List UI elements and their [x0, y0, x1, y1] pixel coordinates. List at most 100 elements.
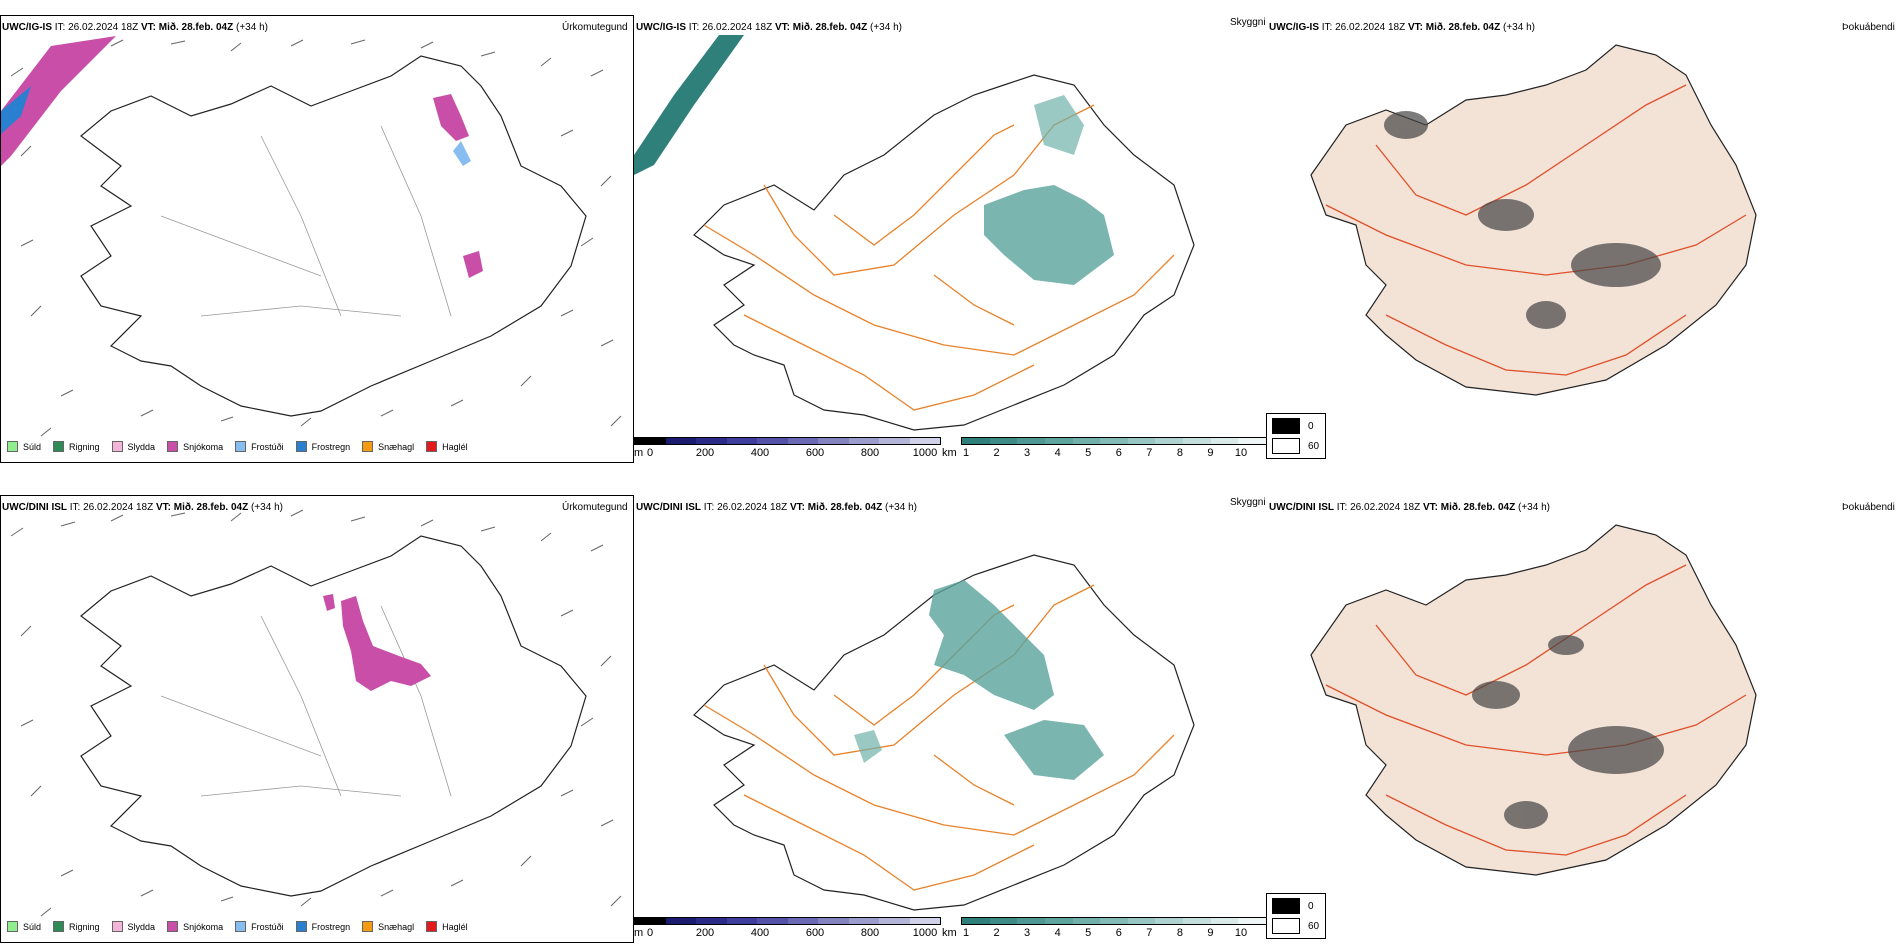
scale-tick-label: 10 — [1234, 447, 1248, 459]
scale-tick-label: 600 — [805, 447, 825, 459]
title-visibility-row2: Skyggni — [1230, 497, 1266, 508]
scale-km-unit-row2: km — [942, 927, 957, 939]
scale-swatch — [1017, 438, 1045, 444]
scale-swatch — [1210, 438, 1239, 444]
legend-label: Frostregn — [311, 441, 351, 452]
scale-swatch — [848, 918, 879, 924]
scale-tick-label: 9 — [1207, 447, 1214, 459]
scale-swatch — [1072, 918, 1101, 924]
legend-swatch — [426, 921, 438, 932]
scale-swatch — [818, 918, 849, 924]
fog-map-row1 — [1310, 44, 1757, 396]
legend-swatch — [53, 441, 65, 452]
header-fog-row1: UWC/IG-IS IT: 26.02.2024 18Z VT: Mið. 28… — [1269, 22, 1535, 33]
legend-item: Frostúði — [235, 441, 284, 452]
scale-swatch — [989, 438, 1018, 444]
scale-km-bar-row2 — [961, 917, 1267, 925]
precip-map-row2 — [10, 509, 622, 917]
fog-map-row2 — [1310, 524, 1757, 876]
visibility-map-row1 — [634, 35, 1195, 431]
scale-swatch — [848, 438, 879, 444]
legend-swatch — [295, 921, 307, 932]
legend-item: Slydda — [111, 441, 155, 452]
legend-swatch — [235, 441, 247, 452]
scale-tick-label: 200 — [695, 447, 715, 459]
legend-label: Slydda — [127, 921, 156, 932]
scale-tick-label: 0 — [646, 927, 654, 939]
scale-tick-label: 7 — [1146, 927, 1153, 939]
iceland-land — [1310, 524, 1757, 876]
scale-swatch — [879, 918, 910, 924]
scale-m-unit-row1: m — [634, 447, 644, 459]
legend-label: Súld — [23, 921, 42, 932]
scale-tick-label: 2 — [993, 447, 1000, 459]
scale-tick-label: 2 — [993, 927, 1000, 939]
scale-swatch — [1183, 438, 1211, 444]
legend-swatch — [167, 921, 179, 932]
snow-area-east — [463, 251, 483, 278]
scale-swatch — [989, 918, 1018, 924]
scale-swatch — [635, 438, 666, 444]
scale-swatch — [665, 438, 696, 444]
scale-tick-label: 1 — [962, 447, 970, 459]
scale-swatch — [757, 918, 788, 924]
legend-item: Súld — [7, 441, 41, 452]
legend-swatch — [53, 921, 65, 932]
fog-legend-row1: 0 60 — [1266, 413, 1326, 459]
scale-tick-label: 1000 — [912, 447, 938, 459]
scale-swatch — [1183, 918, 1211, 924]
scale-swatch — [1044, 438, 1073, 444]
title-precip-row1: Úrkomutegund — [562, 22, 628, 33]
scale-m-bar-row2 — [634, 917, 941, 925]
header-fog-row2: UWC/DINI ISL IT: 26.02.2024 18Z VT: Mið.… — [1269, 502, 1550, 513]
iceland-outline — [80, 55, 587, 417]
scale-tick-label: 6 — [1115, 927, 1122, 939]
legend-swatch — [362, 441, 374, 452]
precip-panel-row2: Súld Rigning Slydda Snjókoma Frostúði Frostre… — [0, 495, 634, 943]
scale-swatch — [696, 438, 727, 444]
legend-swatch — [167, 441, 179, 452]
scale-swatch — [879, 438, 910, 444]
iceland-outline — [80, 535, 587, 897]
scale-tick-label: 0 — [646, 447, 654, 459]
scale-swatch — [1100, 918, 1128, 924]
scale-swatch — [635, 918, 666, 924]
snow-area-center — [341, 596, 431, 691]
title-fog-row1: Þokuábendi — [1842, 22, 1895, 33]
scale-swatch — [1238, 438, 1267, 444]
legend-label: Snjókoma — [183, 441, 224, 452]
title-precip-row2: Úrkomutegund — [562, 502, 628, 513]
scale-tick-label: 5 — [1085, 447, 1092, 459]
scale-swatch — [818, 438, 849, 444]
legend-item: Snæhagl — [362, 441, 414, 452]
scale-tick-label: 800 — [860, 927, 880, 939]
scale-tick-label: 10 — [1234, 927, 1248, 939]
scale-swatch — [1127, 438, 1156, 444]
scale-tick-label: 4 — [1054, 927, 1061, 939]
scale-swatch — [1210, 918, 1239, 924]
legend-label: Snæhagl — [378, 441, 415, 452]
legend-item: Haglél — [426, 441, 468, 452]
scale-swatch — [726, 438, 757, 444]
visibility-panel-row2: UWC/DINI ISL IT: 26.02.2024 18Z VT: Mið.… — [634, 495, 1266, 943]
legend-label: Snæhagl — [378, 921, 415, 932]
legend-label: Frostúði — [251, 441, 284, 452]
legend-label: Snjókoma — [183, 921, 224, 932]
legend-swatch — [7, 921, 18, 932]
scale-swatch — [1127, 918, 1156, 924]
scale-tick-label: 8 — [1176, 447, 1183, 459]
legend-swatch — [111, 921, 123, 932]
fog-panel-row1: Þokuábendi — [1266, 15, 1900, 463]
snow-area-ne — [433, 94, 469, 141]
fog-panel-row2: Þokuábendi — [1266, 495, 1900, 943]
scale-tick-label: 7 — [1146, 447, 1153, 459]
scale-swatch — [665, 918, 696, 924]
scale-swatch — [1100, 438, 1128, 444]
scale-swatch — [787, 438, 818, 444]
scale-tick-label: 3 — [1024, 447, 1031, 459]
legend-label: Haglél — [442, 441, 468, 452]
scale-swatch — [757, 438, 788, 444]
legend-item: Snjókoma — [167, 441, 223, 452]
visibility-map-row2 — [693, 554, 1195, 911]
iceland-outline — [693, 554, 1195, 911]
